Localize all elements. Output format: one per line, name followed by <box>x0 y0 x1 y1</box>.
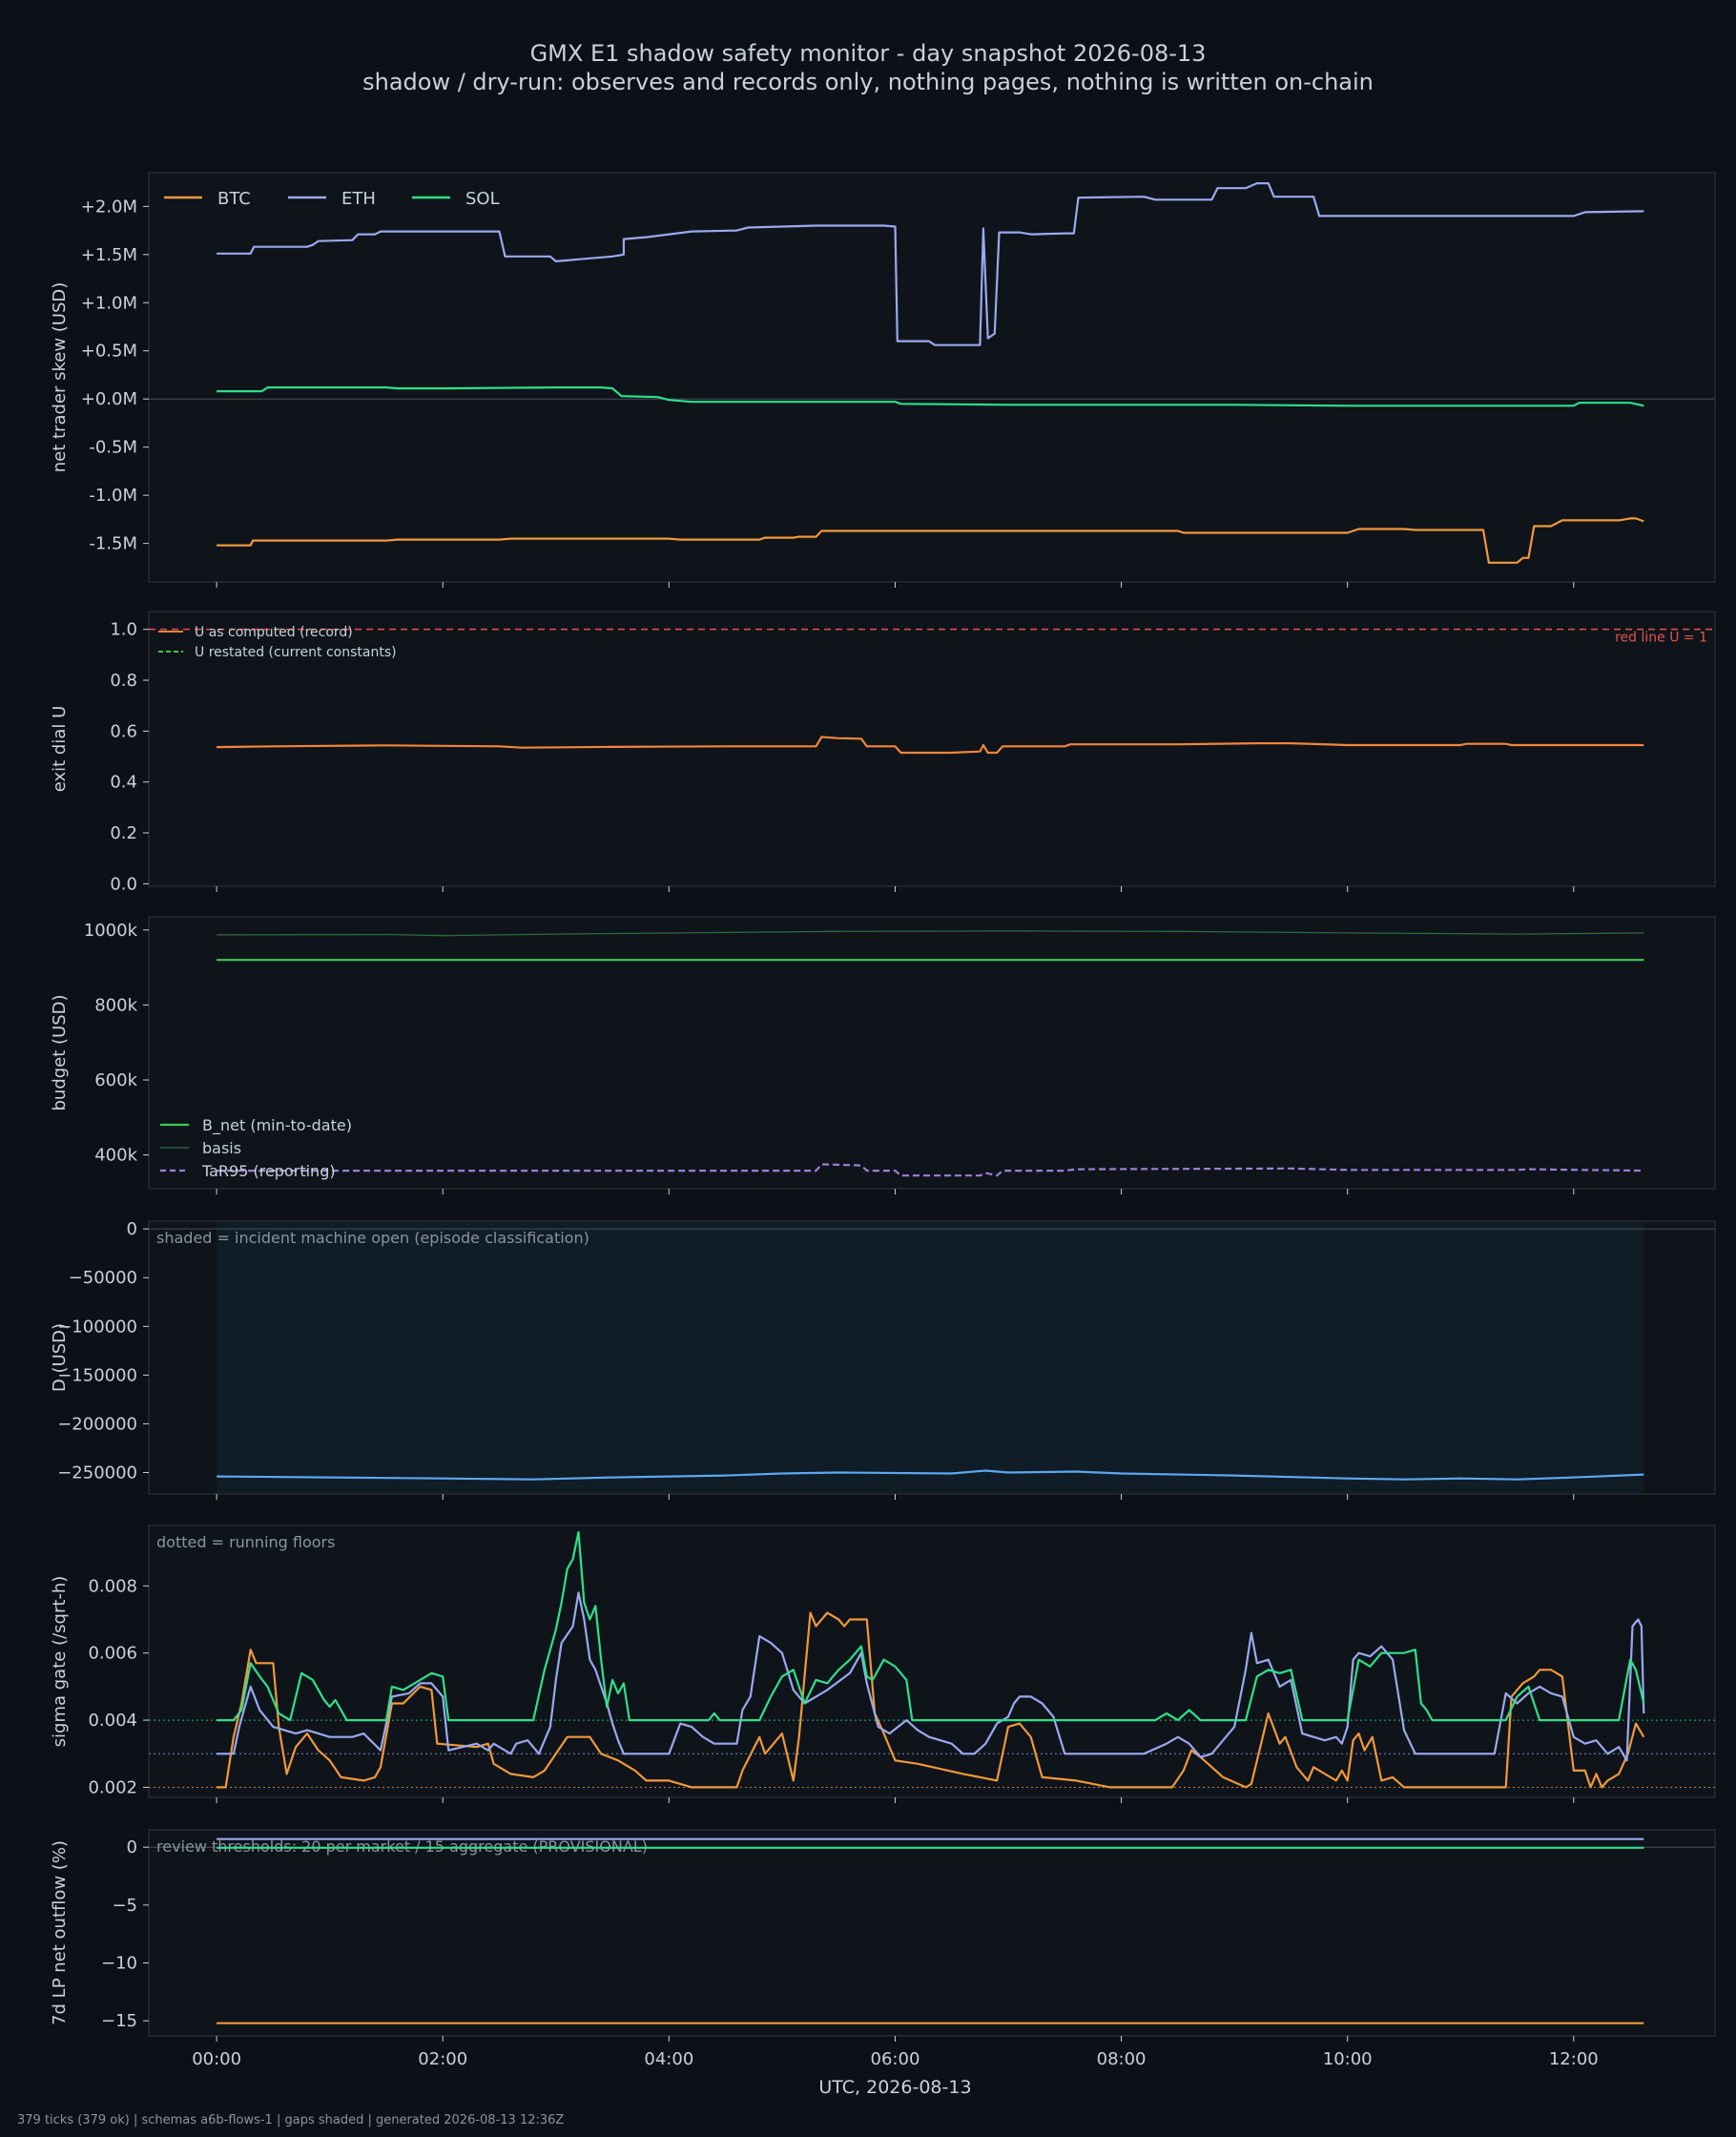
y-tick-label: 400k <box>94 1146 137 1166</box>
panel-lp_outflow: 0 −5 −10 −15 7d LP net outflow (%) review thr… <box>50 1829 1716 2042</box>
red-line-label: red line U = 1 <box>1615 631 1707 646</box>
x-tick-label: 02:00 <box>418 2049 467 2069</box>
legend-label: TaR95 (reporting) <box>201 1162 336 1180</box>
y-tick-label: +1.0M <box>81 293 137 313</box>
panel-frame <box>148 611 1716 887</box>
footer-status: 379 ticks (379 ok) | schemas a6b-flows-1… <box>17 2113 565 2127</box>
panel-sigma_gate: 0.008 0.006 0.004 0.002 sigma gate (/sqrt-h)… <box>50 1525 1716 1803</box>
y-tick-label: −200000 <box>57 1414 137 1434</box>
y-tick-label: −10 <box>101 1954 137 1974</box>
y-tick-label: 0 <box>127 1219 137 1239</box>
y-tick-label: +1.5M <box>81 245 137 265</box>
y-tick-label: 1.0 <box>110 620 137 640</box>
x-tick-label: 04:00 <box>644 2049 693 2069</box>
legend-label: B_net (min-to-date) <box>202 1116 352 1135</box>
y-tick-label: 800k <box>94 995 137 1015</box>
x-tick-label: 06:00 <box>871 2049 920 2069</box>
y-tick-label: 0.8 <box>110 671 137 691</box>
y-tick-label: 0.002 <box>88 1777 137 1797</box>
panel-frame <box>148 916 1716 1190</box>
series-d <box>217 1469 1644 1481</box>
panel-budget: 1000k 800k 600k 400k budget (USD) B_net (min-… <box>50 916 1716 1194</box>
y-tick-label: -1.0M <box>89 486 137 506</box>
panel-note: review thresholds: 20 per market / 15 ag… <box>156 1837 648 1856</box>
x-tick-label: 10:00 <box>1323 2049 1373 2069</box>
y-tick-label: -1.5M <box>89 534 137 554</box>
series-btc <box>217 1611 1645 1789</box>
series-sol <box>217 386 1644 407</box>
panel-note: shaded = incident machine open (episode … <box>156 1229 589 1247</box>
panel-frame <box>148 172 1716 583</box>
x-tick-label: 08:00 <box>1097 2049 1147 2069</box>
panel-drawdown: 0 −50000 −100000 −150000 −200000 −250000 D (US… <box>50 1219 1716 1500</box>
y-axis-label: budget (USD) <box>50 994 70 1110</box>
y-tick-label: 600k <box>94 1070 137 1090</box>
y-tick-label: +0.0M <box>81 389 137 409</box>
legend-label: basis <box>202 1139 241 1157</box>
y-axis-label: sigma gate (/sqrt-h) <box>50 1576 70 1748</box>
series-eth <box>217 182 1644 346</box>
panel-note: dotted = running floors <box>156 1533 335 1551</box>
y-tick-label: 0.6 <box>110 721 137 741</box>
panel-frame <box>148 1829 1716 2037</box>
series-sol <box>217 1530 1645 1722</box>
y-tick-label: −15 <box>101 2011 137 2031</box>
legend-label: BTC <box>217 189 251 209</box>
series-tar95-reporting- <box>217 1163 1644 1177</box>
y-tick-label: 1000k <box>84 921 138 941</box>
y-tick-label: −5 <box>112 1896 137 1916</box>
y-tick-label: −250000 <box>57 1463 137 1483</box>
x-tick-label: 00:00 <box>192 2049 241 2069</box>
y-tick-label: 0 <box>127 1837 137 1857</box>
y-tick-label: -0.5M <box>89 438 137 458</box>
series-eth <box>217 1591 1645 1762</box>
panel-exit_dial: red line U = 1 1.0 0.8 0.6 0.4 0.2 0.0 exit dia… <box>50 611 1716 894</box>
chart-title: GMX E1 shadow safety monitor - day snaps… <box>529 40 1207 67</box>
y-tick-label: +0.5M <box>81 342 137 362</box>
y-tick-label: −50000 <box>69 1268 137 1288</box>
legend-label: U restated (current constants) <box>195 645 397 660</box>
panel-frame <box>148 1525 1716 1798</box>
y-tick-label: 0.0 <box>110 874 137 894</box>
chart-subtitle: shadow / dry-run: observes and records o… <box>362 69 1374 95</box>
y-tick-label: 0.4 <box>110 773 137 793</box>
y-axis-label: D (USD) <box>50 1323 70 1392</box>
x-tick-label: 12:00 <box>1549 2049 1599 2069</box>
y-tick-label: −150000 <box>57 1365 137 1385</box>
y-tick-label: 0.2 <box>110 823 137 843</box>
y-tick-label: −100000 <box>57 1317 137 1337</box>
y-tick-label: 0.006 <box>88 1644 137 1664</box>
incident-shade <box>217 1222 1644 1493</box>
y-tick-label: 0.008 <box>88 1576 137 1596</box>
series-u-as-computed-record- <box>217 736 1644 755</box>
y-axis-label: net trader skew (USD) <box>50 282 70 473</box>
y-axis-label: 7d LP net outflow (%) <box>50 1840 70 2025</box>
panel-skew: +2.0M +1.5M +1.0M +0.5M +0.0M -0.5M -1.0M -1.5M… <box>50 172 1716 588</box>
y-tick-label: +2.0M <box>81 197 137 217</box>
legend-label: U as computed (record) <box>195 625 353 640</box>
y-axis-label: exit dial U <box>50 706 70 793</box>
series-btc <box>217 517 1644 564</box>
y-tick-label: 0.004 <box>88 1711 137 1731</box>
legend-label: SOL <box>465 189 500 209</box>
series-basis <box>217 930 1644 937</box>
x-axis-label: UTC, 2026-08-13 <box>818 2077 971 2098</box>
legend-label: ETH <box>341 189 376 209</box>
